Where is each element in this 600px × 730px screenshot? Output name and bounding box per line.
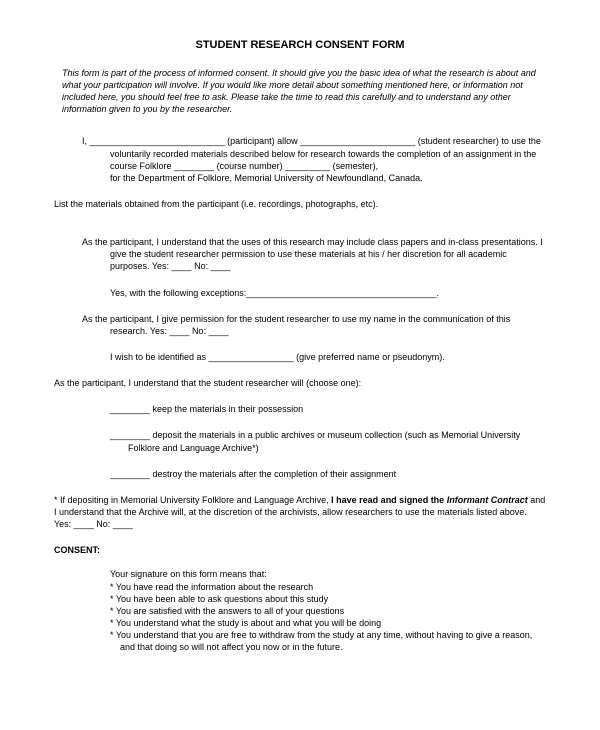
form-title: STUDENT RESEARCH CONSENT FORM <box>54 38 546 53</box>
exceptions-line: Yes, with the following exceptions:_____… <box>54 287 546 299</box>
intro-paragraph: This form is part of the process of info… <box>54 67 546 116</box>
identified-as-line: I wish to be identified as _____________… <box>54 351 546 363</box>
archive-note: * If depositing in Memorial University F… <box>54 494 546 530</box>
department-line: for the Department of Folklore, Memorial… <box>110 173 423 183</box>
archive-note-a: * If depositing in Memorial University F… <box>54 495 331 505</box>
participant-allow-text: I, ___________________________ (particip… <box>82 136 541 170</box>
participant-allow-paragraph: I, ___________________________ (particip… <box>54 135 546 184</box>
choose-one-lead: As the participant, I understand that th… <box>54 377 546 389</box>
spacer <box>54 224 546 236</box>
consent-lead: Your signature on this form means that: <box>110 568 546 580</box>
consent-heading: CONSENT: <box>54 544 546 556</box>
informant-contract: Informant Contract <box>447 495 528 505</box>
consent-bullet-5: * You understand that you are free to wi… <box>110 629 546 653</box>
consent-bullets: Your signature on this form means that: … <box>54 568 546 653</box>
name-permission-paragraph: As the participant, I give permission fo… <box>54 313 546 337</box>
option-destroy: ________ destroy the materials after the… <box>54 468 546 480</box>
list-materials-paragraph: List the materials obtained from the par… <box>54 198 546 210</box>
option-deposit: ________ deposit the materials in a publ… <box>54 429 546 453</box>
consent-bullet-2: * You have been able to ask questions ab… <box>110 593 546 605</box>
archive-note-b: I have read and signed the <box>331 495 447 505</box>
consent-bullet-4: * You understand what the study is about… <box>110 617 546 629</box>
consent-bullet-3: * You are satisfied with the answers to … <box>110 605 546 617</box>
consent-bullet-1: * You have read the information about th… <box>110 581 546 593</box>
option-keep: ________ keep the materials in their pos… <box>54 403 546 415</box>
document-page: { "title": "STUDENT RESEARCH CONSENT FOR… <box>0 0 600 730</box>
uses-paragraph: As the participant, I understand that th… <box>54 236 546 272</box>
